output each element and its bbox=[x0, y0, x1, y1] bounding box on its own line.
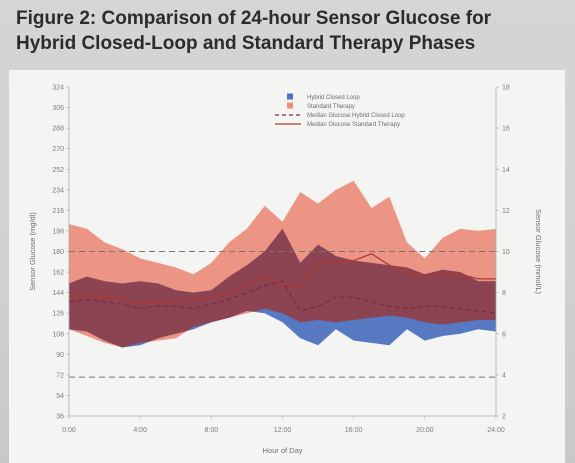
x-tick-label-6: 24:00 bbox=[487, 427, 505, 434]
median-hybrid-closed-loop-line bbox=[68, 280, 497, 314]
y-axis-title-right: Sensor Glucose (mmol/L) bbox=[534, 209, 543, 295]
y-tick-label-306: 306 bbox=[52, 105, 64, 112]
y-tick-label-72: 72 bbox=[56, 372, 64, 379]
figure-title: Figure 2: Comparison of 24-hour Sensor G… bbox=[16, 6, 566, 56]
y2-tick-label-2: 2 bbox=[502, 414, 506, 421]
x-tick-label-2: 8:00 bbox=[205, 427, 219, 434]
y-tick-label-36: 36 bbox=[56, 414, 64, 421]
y2-tick-label-10: 10 bbox=[502, 249, 510, 256]
y-tick-label-180: 180 bbox=[52, 249, 64, 256]
y2-tick-label-12: 12 bbox=[502, 208, 510, 215]
y-tick-label-288: 288 bbox=[52, 126, 64, 133]
y-tick-label-270: 270 bbox=[52, 146, 64, 153]
legend-label-3: Median Glucose Standard Therapy bbox=[307, 122, 400, 128]
y-tick-label-144: 144 bbox=[52, 290, 64, 297]
y-tick-label-126: 126 bbox=[52, 311, 64, 318]
legend-label-0: Hybrid Closed Loop bbox=[307, 95, 360, 101]
y2-tick-label-4: 4 bbox=[502, 372, 506, 379]
y-tick-label-252: 252 bbox=[52, 167, 64, 174]
y-tick-label-162: 162 bbox=[52, 270, 64, 277]
y2-tick-label-14: 14 bbox=[502, 167, 510, 174]
x-axis-title: Hour of Day bbox=[262, 446, 302, 455]
y-tick-label-54: 54 bbox=[56, 393, 64, 400]
x-tick-label-4: 16:00 bbox=[345, 427, 363, 434]
legend-swatch-standard bbox=[287, 102, 293, 109]
legend-label-1: Standard Therapy bbox=[307, 104, 355, 110]
median-standard-therapy-line bbox=[68, 253, 496, 305]
x-tick-label-1: 4:00 bbox=[133, 427, 147, 434]
x-tick-label-0: 0:00 bbox=[62, 427, 76, 434]
figure-title-line-1: Figure 2: Comparison of 24-hour Sensor G… bbox=[16, 8, 492, 29]
y2-tick-label-6: 6 bbox=[502, 331, 506, 338]
y-tick-label-108: 108 bbox=[52, 331, 64, 338]
chart-panel: 324 306 288 270 252 234 216 198 180 162 144 126 108 9… bbox=[9, 70, 565, 463]
x-tick-label-5: 20:00 bbox=[416, 427, 434, 434]
legend-label-2: Median Glucose Hybrid Closed Loop bbox=[307, 113, 405, 119]
y2-tick-label-16: 16 bbox=[502, 126, 510, 133]
y-tick-label-234: 234 bbox=[52, 187, 64, 194]
y-tick-label-198: 198 bbox=[52, 228, 64, 235]
y-axis-title-left: Sensor Glucose (mg/dl) bbox=[28, 212, 37, 291]
y-tick-label-324: 324 bbox=[52, 85, 64, 92]
y2-tick-label-8: 8 bbox=[502, 290, 506, 297]
legend-swatch-hybrid bbox=[287, 93, 293, 100]
y-tick-label-216: 216 bbox=[52, 208, 64, 215]
glucose-area-chart: 3243062882702522342161981801621441261089… bbox=[28, 85, 543, 456]
y2-tick-label-18: 18 bbox=[502, 85, 510, 92]
y-tick-label-90: 90 bbox=[56, 352, 64, 359]
figure-title-line-2: Hybrid Closed-Loop and Standard Therapy … bbox=[16, 33, 476, 54]
x-tick-label-3: 12:00 bbox=[274, 427, 292, 434]
